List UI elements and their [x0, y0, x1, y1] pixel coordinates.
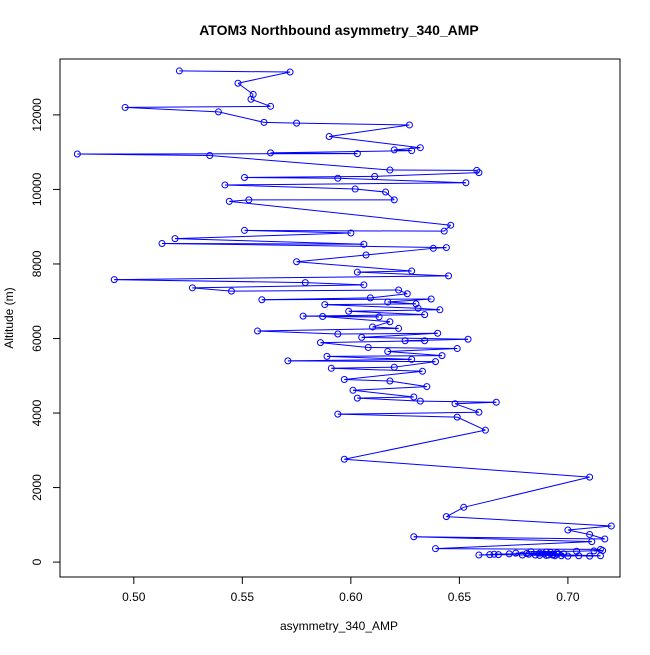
x-tick-label: 0.60 [339, 590, 363, 604]
series-segment [297, 255, 366, 262]
series-segment [329, 137, 420, 148]
series-segment [344, 371, 422, 379]
y-tick-label: 8000 [30, 250, 44, 277]
series-segment [210, 156, 390, 171]
series-segment [258, 328, 399, 331]
series-segment [386, 192, 395, 200]
y-tick-label: 0 [30, 558, 44, 565]
series-segment [320, 343, 368, 348]
series-segment [368, 347, 457, 348]
x-axis: 0.50 0.55 0.60 0.65 0.70 [122, 577, 580, 604]
series-segment [394, 362, 435, 368]
series-segment [125, 107, 218, 111]
series-segment [225, 183, 466, 185]
series-segment [455, 404, 479, 413]
series-segment [192, 285, 363, 288]
series-segment [344, 430, 485, 459]
x-tick-label: 0.55 [231, 590, 255, 604]
series-segment [338, 178, 466, 182]
series-segment [388, 349, 457, 352]
x-tick-label: 0.65 [448, 590, 472, 604]
series-segment [390, 381, 427, 387]
series-segment [325, 305, 418, 309]
series-segment [114, 280, 305, 283]
series-segment [238, 72, 290, 83]
series-segment [394, 148, 420, 150]
series-segment [320, 341, 424, 343]
series-segment [297, 262, 412, 271]
series-segment [327, 356, 442, 357]
x-tick-label: 0.70 [556, 590, 580, 604]
y-tick-label: 2000 [30, 474, 44, 501]
series-segment [114, 276, 448, 280]
series-segment [568, 526, 611, 530]
series-segment [464, 477, 590, 507]
series-segment [357, 271, 411, 272]
series-segment [353, 387, 427, 391]
series-segment [231, 290, 398, 291]
series-points [74, 68, 614, 559]
series-segment [325, 304, 416, 305]
series-segment [355, 189, 385, 192]
series-lines [77, 71, 611, 556]
series-segment [297, 123, 410, 125]
series-segment [370, 294, 407, 298]
series-segment [125, 106, 270, 107]
y-axis-label: Altitude (m) [2, 287, 16, 348]
series-segment [225, 185, 355, 189]
y-tick-label: 10000 [30, 172, 44, 206]
series-segment [357, 272, 448, 276]
series-segment [331, 368, 422, 371]
series-segment [349, 310, 440, 311]
series-segment [457, 417, 485, 430]
series-segment [175, 233, 351, 239]
series-segment [218, 112, 264, 122]
series-segment [338, 414, 457, 417]
series-segment [455, 402, 496, 403]
series-segment [353, 390, 414, 397]
series-segment [329, 125, 409, 137]
series-segment [271, 151, 412, 153]
series-segment [192, 288, 231, 291]
series-segment [362, 337, 468, 339]
series-segment [323, 317, 390, 322]
series-segment [344, 379, 390, 380]
series-segment [244, 178, 337, 179]
series-segment [436, 542, 592, 549]
series-segment [179, 71, 290, 72]
y-axis: 0 2000 4000 6000 8000 10000 12000 [30, 98, 60, 566]
series-segment [357, 397, 413, 398]
y-tick-label: 4000 [30, 399, 44, 426]
series-segment [229, 201, 450, 225]
x-tick-label: 0.50 [122, 590, 146, 604]
series-segment [258, 331, 338, 334]
y-tick-label: 12000 [30, 98, 44, 132]
series-segment [446, 517, 611, 526]
series-segment [420, 401, 496, 402]
x-axis-label: asymmetry_340_AMP [280, 619, 398, 633]
series-segment [344, 459, 589, 477]
y-tick-label: 6000 [30, 325, 44, 352]
chart-title: ATOM3 Northbound asymmetry_340_AMP [199, 22, 479, 38]
series-segment [264, 122, 297, 123]
series-segment [366, 248, 433, 255]
series-segment [327, 356, 412, 359]
series-segment [388, 352, 442, 356]
series-segment [349, 311, 425, 314]
